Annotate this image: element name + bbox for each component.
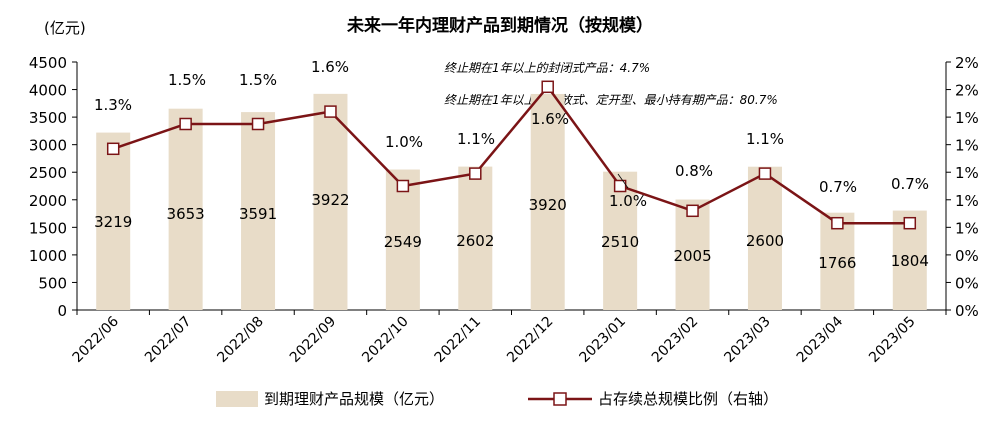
line-value-label: 1.6%	[531, 110, 569, 128]
bar-2022-11	[458, 166, 493, 310]
ratio-point-2022-10	[396, 179, 410, 193]
line-value-label: 1.1%	[457, 130, 495, 148]
ratio-point-2022-12	[541, 80, 554, 94]
annotation-open-products: 终止期在1年以上的开放式、定开型、最小持有期产品：80.7%	[444, 93, 778, 107]
ratio-point-2023-02	[686, 204, 699, 218]
right-axis-tick-label: 0%	[955, 302, 979, 320]
annotation-closed-products: 终止期在1年以上的封闭式产品：4.7%	[444, 61, 650, 75]
right-axis-tick-label: 1%	[955, 192, 979, 210]
bar-2023-02	[675, 199, 710, 310]
bar-value-label: 2005	[673, 247, 711, 265]
bar-2022-09	[313, 93, 348, 311]
bar-value-label: 2600	[746, 232, 784, 250]
line-value-label: 1.5%	[239, 71, 277, 89]
right-axis-tick-label: 0%	[955, 274, 979, 292]
left-axis-tick-label: 500	[38, 274, 67, 292]
bar-value-label: 1766	[818, 254, 856, 272]
bar-value-label: 2510	[601, 233, 639, 251]
right-axis-tick-label: 0%	[955, 247, 979, 265]
line-value-label: 1.3%	[94, 96, 132, 114]
bar-value-label: 3219	[94, 213, 132, 231]
line-value-label: 0.8%	[675, 162, 713, 180]
left-axis-tick-label: 2000	[29, 192, 67, 210]
bar-2022-12	[530, 93, 565, 310]
x-axis-tick-label: 2022/09	[287, 314, 339, 366]
ratio-point-2022-08	[251, 117, 265, 131]
bar-value-label: 2602	[456, 232, 494, 250]
x-axis-tick-label: 2023/02	[649, 314, 701, 366]
left-axis-tick-label: 2500	[29, 164, 67, 182]
left-axis-tick-label: 0	[57, 302, 67, 320]
line-value-label: 0.7%	[819, 178, 857, 196]
x-axis-tick-label: 2022/12	[504, 314, 556, 366]
ratio-point-2023-03	[758, 167, 772, 180]
bar-2022-06	[96, 132, 131, 310]
line-value-label: 1.5%	[168, 71, 206, 89]
x-axis-tick-label: 2022/06	[70, 313, 123, 366]
x-axis-tick-label: 2023/04	[794, 313, 847, 366]
x-axis-tick-label: 2023/01	[577, 314, 629, 366]
right-axis-tick-label: 2%	[955, 82, 979, 100]
label-leader-line	[617, 173, 629, 189]
line-value-label: 1.6%	[311, 58, 349, 76]
legend-bar-label: 到期理财产品规模（亿元）	[264, 390, 444, 408]
bar-2022-07	[168, 108, 203, 310]
bar-value-label: 1804	[891, 252, 929, 270]
right-axis-tick-label: 1%	[955, 137, 979, 155]
ratio-point-2023-01	[613, 179, 627, 193]
ratio-line	[112, 84, 910, 225]
x-axis-tick-label: 2022/07	[142, 314, 194, 366]
bar-value-label: 3922	[311, 191, 349, 209]
bar-value-label: 3653	[167, 205, 205, 223]
right-axis-tick-label: 1%	[955, 109, 979, 127]
left-axis-unit: (亿元)	[44, 19, 86, 37]
right-axis-tick-label: 1%	[955, 219, 979, 237]
left-axis-tick-label: 1000	[29, 247, 67, 265]
ratio-point-2023-04	[831, 216, 844, 230]
ratio-point-2022-06	[106, 142, 120, 156]
x-axis-tick-label: 2023/03	[721, 314, 773, 366]
line-value-label: 1.1%	[746, 130, 784, 148]
bar-value-label: 2549	[384, 233, 422, 251]
ratio-point-2022-09	[324, 105, 337, 118]
ratio-point-2023-05	[903, 216, 917, 230]
bar-value-label: 3591	[239, 205, 277, 223]
right-axis-tick-label: 2%	[955, 54, 979, 72]
bar-2023-03	[747, 166, 782, 310]
x-axis-tick-label: 2022/08	[214, 314, 266, 366]
ratio-point-2022-11	[469, 167, 482, 180]
bar-value-label: 3920	[529, 196, 567, 214]
line-value-label: 1.0%	[385, 133, 423, 151]
legend-line-label: 占存续总规模比例（右轴）	[598, 390, 778, 408]
left-axis-tick-label: 1500	[29, 219, 67, 237]
legend-bar-swatch	[216, 391, 258, 407]
left-axis-tick-label: 4500	[29, 54, 67, 72]
right-axis-tick-label: 1%	[955, 164, 979, 182]
x-axis-tick-label: 2023/05	[866, 314, 918, 366]
line-value-label: 0.7%	[891, 175, 929, 193]
left-axis-tick-label: 3000	[29, 137, 67, 155]
chart-title: 未来一年内理财产品到期情况（按规模）	[346, 15, 653, 36]
left-axis-tick-label: 4000	[29, 82, 67, 100]
bar-2022-08	[241, 112, 276, 310]
ratio-point-2022-07	[179, 117, 192, 131]
bar-2022-10	[385, 169, 420, 310]
x-axis-tick-label: 2022/11	[432, 314, 484, 366]
legend: 到期理财产品规模（亿元） 占存续总规模比例（右轴）	[216, 390, 778, 408]
line-value-label: 1.0%	[609, 192, 647, 210]
legend-line-marker	[553, 392, 567, 406]
left-axis-tick-label: 3500	[29, 109, 67, 127]
x-axis-tick-label: 2022/10	[359, 314, 411, 366]
bar-2023-01	[603, 171, 638, 310]
